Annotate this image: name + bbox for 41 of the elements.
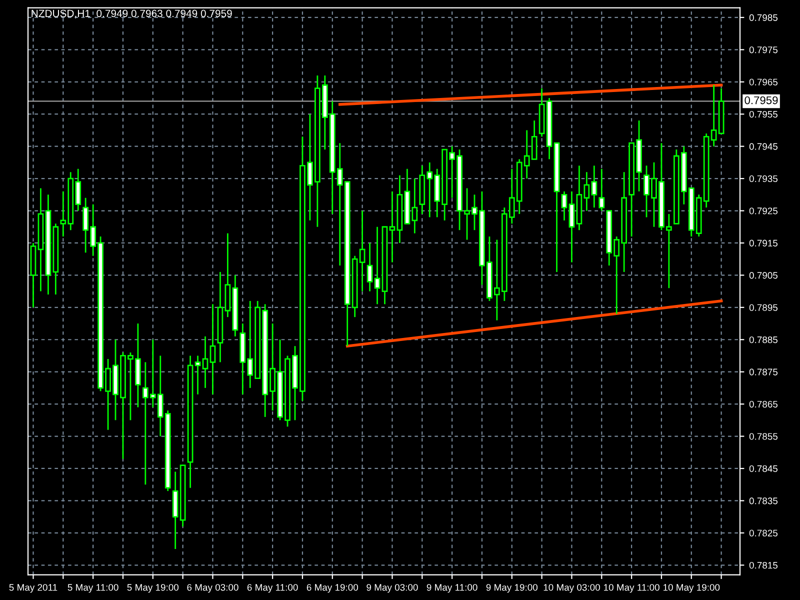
x-tick-label: 10 May 11:00	[604, 584, 660, 593]
y-tick-label: 0.7865	[749, 400, 778, 408]
x-tick-label: 5 May 19:00	[127, 584, 179, 593]
candlestick	[366, 242, 373, 292]
candlestick	[598, 168, 605, 212]
x-tick-label: 6 May 19:00	[306, 584, 358, 593]
candlestick	[202, 336, 208, 389]
y-tick-label: 0.7985	[749, 14, 778, 21]
candlestick	[374, 226, 380, 305]
chart-title: NZDUSD,H1 0.7949 0.7963 0.7949 0.7959	[32, 10, 232, 18]
y-tick-label: 0.7905	[749, 272, 778, 279]
y-tick-label: 0.7855	[749, 433, 778, 440]
y-tick-label: 0.7835	[749, 498, 778, 504]
y-tick-label: 0.7885	[749, 336, 778, 344]
x-tick-label: 10 May 03:00	[544, 584, 600, 593]
x-tick-label: 5 May 2011	[9, 584, 58, 593]
x-tick-label: 6 May 11:00	[247, 584, 298, 593]
y-tick-label: 0.7875	[749, 368, 778, 376]
y-tick-label: 0.7955	[749, 110, 778, 118]
candlestick	[561, 190, 568, 222]
x-tick-label: 10 May 19:00	[663, 584, 720, 593]
candlestick	[210, 303, 216, 396]
y-tick-label: 0.7945	[749, 143, 778, 150]
y-tick-label: 0.7965	[749, 78, 778, 86]
x-tick-label: 9 May 03:00	[366, 584, 418, 593]
y-tick-label: 0.7925	[749, 208, 778, 214]
x-tick-label: 9 May 11:00	[426, 584, 478, 593]
y-tick-label: 0.7915	[749, 240, 778, 246]
y-tick-label: 0.7935	[749, 175, 778, 182]
y-tick-label: 0.7825	[749, 530, 778, 536]
x-tick-label: 6 May 03:00	[187, 584, 238, 593]
ref-line-label: 0.7959	[744, 96, 778, 104]
candlestick	[568, 190, 575, 263]
candlestick	[389, 190, 396, 263]
y-tick-label: 0.7845	[749, 465, 778, 472]
x-tick-label: 5 May 11:00	[68, 584, 118, 593]
x-tick-label: 9 May 19:00	[486, 584, 538, 593]
y-tick-label: 0.7975	[749, 46, 778, 54]
y-tick-label: 0.7895	[749, 304, 778, 311]
candlestick	[194, 355, 201, 396]
y-tick-label: 0.7815	[749, 562, 778, 569]
